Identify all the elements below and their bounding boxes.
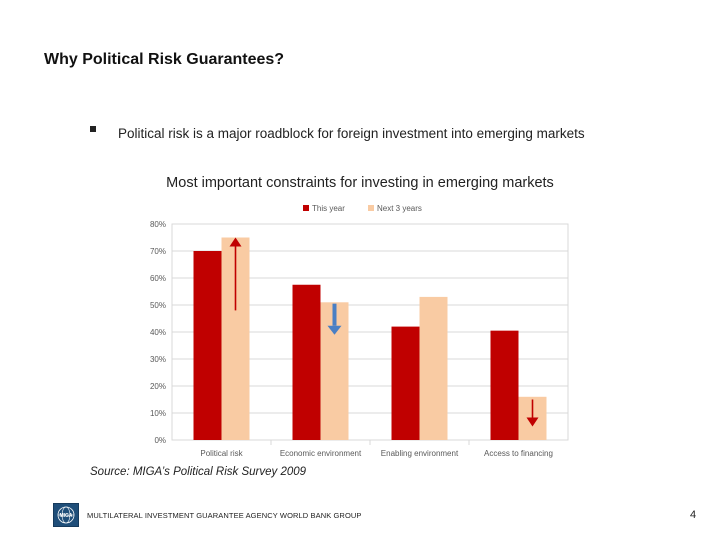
y-tick-label: 20%: [150, 382, 166, 391]
bar-this-year: [490, 330, 519, 440]
legend-swatch: [303, 205, 309, 211]
bar-chart: 0% 10% 20% 30% 40% 50% 60% 70% 80% Political risk…: [150, 204, 569, 458]
x-tick-label: Political risk: [200, 449, 243, 458]
arrow-down-icon: [332, 303, 337, 326]
y-tick-label: 60%: [150, 274, 166, 283]
arrowhead-down-icon: [327, 325, 342, 335]
chart-title: Most important constraints for investing…: [166, 175, 554, 191]
y-tick-label: 40%: [150, 328, 166, 337]
y-tick-label: 80%: [150, 220, 166, 229]
slide-title: Why Political Risk Guarantees?: [44, 51, 285, 68]
bar-this-year: [193, 251, 222, 440]
bar-next-3-years: [419, 296, 448, 440]
page-number: 4: [690, 509, 697, 521]
y-tick-label: 0%: [154, 436, 166, 445]
x-tick-label: Enabling environment: [381, 449, 459, 458]
legend-swatch: [368, 205, 374, 211]
bullet-square-icon: [90, 126, 96, 132]
x-tick-label: Access to financing: [484, 449, 553, 458]
footer-text: MULTILATERAL INVESTMENT GUARANTEE AGENCY…: [87, 511, 362, 520]
arrowhead-up-icon: [229, 237, 242, 247]
y-tick-label: 50%: [150, 301, 166, 310]
y-tick-label: 70%: [150, 247, 166, 256]
arrow-up-icon: [234, 246, 237, 311]
y-tick-label: 10%: [150, 409, 166, 418]
logo-text: MIGA: [59, 513, 72, 519]
legend-label: Next 3 years: [377, 204, 422, 213]
source-text: : MIGA’s Political Risk Survey 2009: [126, 466, 307, 478]
source-note: Source: MIGA’s Political Risk Survey 200…: [90, 466, 306, 478]
x-tick-label: Economic environment: [280, 449, 362, 458]
arrowhead-down-icon: [526, 417, 539, 427]
bullet-text: Political risk is a major roadblock for …: [118, 126, 585, 141]
legend-label: This year: [312, 204, 345, 213]
y-tick-label: 30%: [150, 355, 166, 364]
arrow-down-icon: [531, 399, 534, 418]
source-label: Source: [90, 466, 127, 478]
miga-logo: MIGA: [53, 503, 79, 527]
bar-this-year: [292, 284, 321, 440]
bar-this-year: [391, 326, 420, 440]
